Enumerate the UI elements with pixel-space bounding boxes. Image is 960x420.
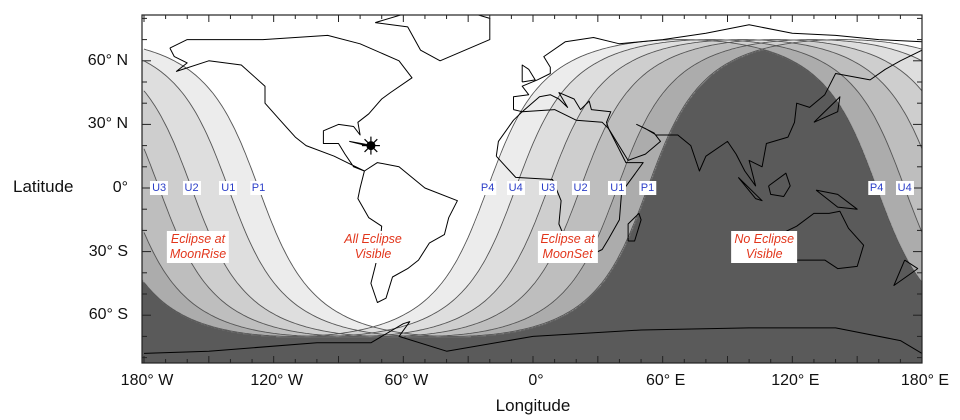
- contact-label-p1: P1: [638, 181, 657, 195]
- map-frame: [141, 14, 923, 364]
- contact-label-u2: U2: [571, 181, 590, 195]
- contact-label-u1: U1: [219, 181, 238, 195]
- coastline-borneo: [768, 172, 791, 197]
- region-label-line: No Eclipse: [734, 232, 795, 247]
- x-tick-label: 60° W: [384, 372, 429, 389]
- contact-curve-u2: [143, 39, 922, 337]
- contact-curve-u3: [143, 39, 922, 337]
- region-label-line: Eclipse at: [170, 232, 226, 247]
- region-label: Eclipse at MoonSet: [537, 231, 598, 264]
- region-label: No Eclipse Visible: [731, 231, 798, 264]
- x-tick-label: 60° E: [646, 372, 686, 389]
- y-tick-label: 60° S: [88, 306, 128, 324]
- contact-label-p1: P1: [249, 181, 268, 195]
- y-tick-label: 0°: [112, 179, 128, 196]
- moon-zenith-icon: [361, 136, 380, 155]
- region-label: Eclipse at MoonRise: [166, 231, 230, 264]
- region-label-line: MoonSet: [542, 247, 593, 262]
- y-tick-label: 60° N: [87, 51, 128, 69]
- y-tick-label: 30° N: [87, 115, 128, 133]
- contact-label-p4: P4: [867, 181, 886, 195]
- contact-label-p4: P4: [478, 181, 497, 195]
- region-label-line: MoonRise: [169, 247, 227, 262]
- x-tick-label: 180° E: [900, 372, 950, 389]
- region-label-line: All Eclipse: [344, 232, 402, 247]
- contact-label-u2: U2: [182, 181, 201, 195]
- contact-curve-u4: [143, 39, 922, 337]
- coastline-south-america: [357, 162, 458, 303]
- x-tick-label: 120° W: [250, 372, 303, 389]
- region-label-line: Eclipse at: [540, 232, 595, 247]
- coastline-new-guinea: [815, 189, 858, 210]
- contact-curve-p4: [143, 39, 922, 337]
- region-label-line: Visible: [354, 247, 392, 262]
- coastline-north-america: [169, 34, 413, 172]
- contact-label-u3: U3: [150, 181, 169, 195]
- region-label-line: Visible: [745, 247, 783, 262]
- contact-label-u4: U4: [506, 181, 525, 195]
- y-axis-title: Latitude: [13, 177, 74, 196]
- region-label: All Eclipse Visible: [341, 231, 405, 264]
- contact-label-u4: U4: [895, 181, 914, 195]
- coastline-antarctica: [143, 321, 922, 354]
- coastline-australia: [778, 210, 865, 270]
- coastline-japan: [813, 96, 841, 123]
- x-tick-label: 0°: [528, 372, 544, 389]
- coastline-great-britain: [521, 64, 536, 83]
- x-tick-label: 180° W: [120, 372, 174, 389]
- coastline-greenland: [375, 15, 491, 62]
- coastline-madagascar: [627, 212, 642, 242]
- x-tick-label: 120° E: [771, 372, 820, 389]
- contact-label-u3: U3: [539, 181, 558, 195]
- y-tick-label: 30° S: [88, 242, 128, 260]
- coastline-eurasia: [513, 24, 922, 187]
- coastline-new-zealand: [893, 259, 919, 286]
- coastline-sumatra: [737, 177, 763, 202]
- contact-label-u1: U1: [608, 181, 627, 195]
- x-axis-title: Longitude: [495, 396, 571, 415]
